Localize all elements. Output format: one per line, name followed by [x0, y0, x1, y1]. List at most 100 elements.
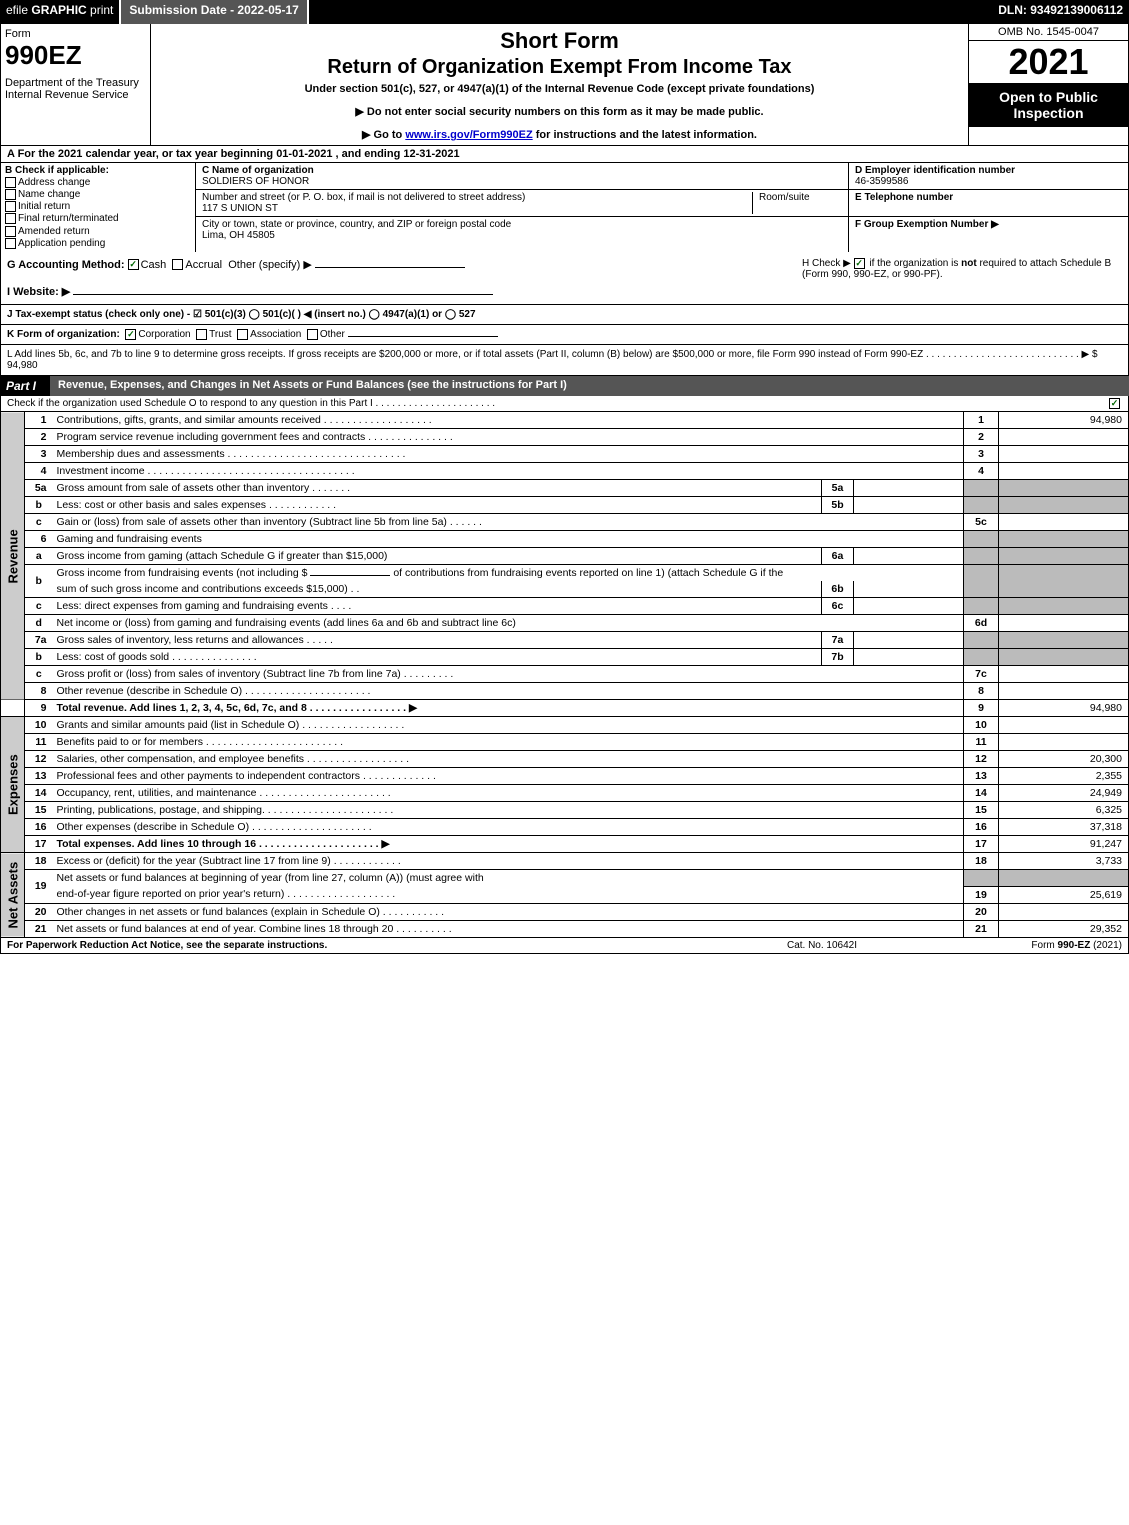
- nc-13: 13: [964, 768, 999, 785]
- section-c: C Name of organization SOLDIERS OF HONOR…: [196, 163, 848, 252]
- ln-14: 14: [25, 785, 53, 802]
- form-subtitle-2b: ▶ Go to www.irs.gov/Form990EZ for instru…: [159, 128, 960, 141]
- desc-5c: Gain or (loss) from sale of assets other…: [53, 514, 964, 531]
- open-to-public: Open to Public Inspection: [969, 83, 1128, 127]
- footer-right-pre: Form: [1031, 940, 1057, 951]
- nc-1: 1: [964, 412, 999, 429]
- nc-15: 15: [964, 802, 999, 819]
- ln-6c: c: [25, 598, 53, 615]
- part-1-table: Revenue 1 Contributions, gifts, grants, …: [0, 412, 1129, 938]
- submission-date: Submission Date - 2022-05-17: [119, 0, 308, 24]
- desc-18: Excess or (deficit) for the year (Subtra…: [53, 853, 964, 870]
- desc-14: Occupancy, rent, utilities, and maintena…: [53, 785, 964, 802]
- chk-app-pending[interactable]: Application pending: [5, 238, 191, 249]
- form-number: 990EZ: [5, 40, 146, 71]
- chk-corp[interactable]: [125, 329, 136, 340]
- rows-gi-left: G Accounting Method: Cash Accrual Other …: [7, 258, 802, 298]
- val-21: 29,352: [999, 920, 1129, 937]
- efile-bold: GRAPHIC: [31, 3, 86, 17]
- row-j: J Tax-exempt status (check only one) - ☑…: [0, 305, 1129, 325]
- nc-9: 9: [964, 700, 999, 717]
- org-name-label: C Name of organization: [202, 165, 314, 176]
- desc-6: Gaming and fundraising events: [53, 531, 964, 548]
- desc-7c: Gross profit or (loss) from sales of inv…: [53, 666, 964, 683]
- addr-value: 117 S UNION ST: [202, 203, 278, 214]
- group-label: F Group Exemption Number ▶: [855, 219, 999, 230]
- opt-2: Initial return: [18, 201, 70, 212]
- city-label: City or town, state or province, country…: [202, 219, 511, 230]
- mn-5a: 5a: [822, 480, 854, 497]
- section-b: B Check if applicable: Address change Na…: [1, 163, 196, 252]
- ln-3: 3: [25, 446, 53, 463]
- ln-6a: a: [25, 548, 53, 565]
- ein-value: 46-3599586: [855, 176, 908, 187]
- ein-label: D Employer identification number: [855, 165, 1015, 176]
- footer-left: For Paperwork Reduction Act Notice, see …: [7, 940, 722, 951]
- nc-19: 19: [964, 886, 999, 903]
- nc-8: 8: [964, 683, 999, 700]
- desc-5b: Less: cost or other basis and sales expe…: [53, 497, 822, 514]
- val-5b: [999, 497, 1129, 514]
- other-org-field[interactable]: [348, 336, 498, 337]
- nc-17: 17: [964, 836, 999, 853]
- opt-1: Name change: [18, 189, 80, 200]
- val-9: 94,980: [999, 700, 1129, 717]
- val-8: [999, 683, 1129, 700]
- ln-11: 11: [25, 734, 53, 751]
- chk-sched-b[interactable]: [854, 258, 865, 269]
- ein-row: D Employer identification number 46-3599…: [849, 163, 1128, 190]
- ln-21: 21: [25, 920, 53, 937]
- chk-initial-return[interactable]: Initial return: [5, 201, 191, 212]
- chk-cash[interactable]: [128, 259, 139, 270]
- part-1-title: Revenue, Expenses, and Changes in Net As…: [50, 376, 1129, 396]
- desc-19-1: Net assets or fund balances at beginning…: [53, 870, 964, 887]
- efile-label: efile GRAPHIC print: [0, 0, 119, 24]
- nc-10: 10: [964, 717, 999, 734]
- chk-amended[interactable]: Amended return: [5, 226, 191, 237]
- ln-1: 1: [25, 412, 53, 429]
- header-center: Short Form Return of Organization Exempt…: [151, 24, 968, 145]
- row-k-label: K Form of organization:: [7, 329, 120, 340]
- ln-5c: c: [25, 514, 53, 531]
- org-name-value: SOLDIERS OF HONOR: [202, 176, 309, 187]
- mv-7a: [854, 632, 964, 649]
- chk-name-change[interactable]: Name change: [5, 189, 191, 200]
- chk-accrual[interactable]: [172, 259, 183, 270]
- ln-7b: b: [25, 649, 53, 666]
- val-10: [999, 717, 1129, 734]
- other-field[interactable]: [315, 267, 465, 268]
- row-i-label: I Website: ▶: [7, 286, 70, 298]
- h-rest: required to attach Schedule B: [979, 258, 1111, 269]
- val-5a: [999, 480, 1129, 497]
- val-7c: [999, 666, 1129, 683]
- val-5c: [999, 514, 1129, 531]
- desc-6c: Less: direct expenses from gaming and fu…: [53, 598, 822, 615]
- h-not: not: [961, 258, 977, 269]
- expenses-side-label: Expenses: [1, 717, 25, 853]
- row-i: I Website: ▶: [7, 285, 802, 298]
- row-h: H Check ▶ if the organization is not req…: [802, 258, 1122, 298]
- info-grid: B Check if applicable: Address change Na…: [0, 163, 1129, 252]
- nc-11: 11: [964, 734, 999, 751]
- omb-number: OMB No. 1545-0047: [969, 24, 1128, 41]
- val-7a: [999, 632, 1129, 649]
- chk-trust[interactable]: [196, 329, 207, 340]
- footer-right-bold: 990-EZ: [1058, 940, 1091, 951]
- irs-link[interactable]: www.irs.gov/Form990EZ: [405, 129, 532, 141]
- chk-assoc[interactable]: [237, 329, 248, 340]
- chk-other-org[interactable]: [307, 329, 318, 340]
- ln-9: 9: [25, 700, 53, 717]
- chk-sched-o[interactable]: [1109, 398, 1120, 409]
- ln-7a: 7a: [25, 632, 53, 649]
- val-12: 20,300: [999, 751, 1129, 768]
- chk-final-return[interactable]: Final return/terminated: [5, 213, 191, 224]
- dln-value: DLN: 93492139006112: [992, 0, 1129, 24]
- contrib-field[interactable]: [310, 575, 390, 576]
- mn-6c: 6c: [822, 598, 854, 615]
- desc-11: Benefits paid to or for members . . . . …: [53, 734, 964, 751]
- val-6c: [999, 598, 1129, 615]
- chk-address-change[interactable]: Address change: [5, 177, 191, 188]
- val-6: [999, 531, 1129, 548]
- website-field[interactable]: [73, 294, 493, 295]
- form-title-1: Short Form: [159, 28, 960, 54]
